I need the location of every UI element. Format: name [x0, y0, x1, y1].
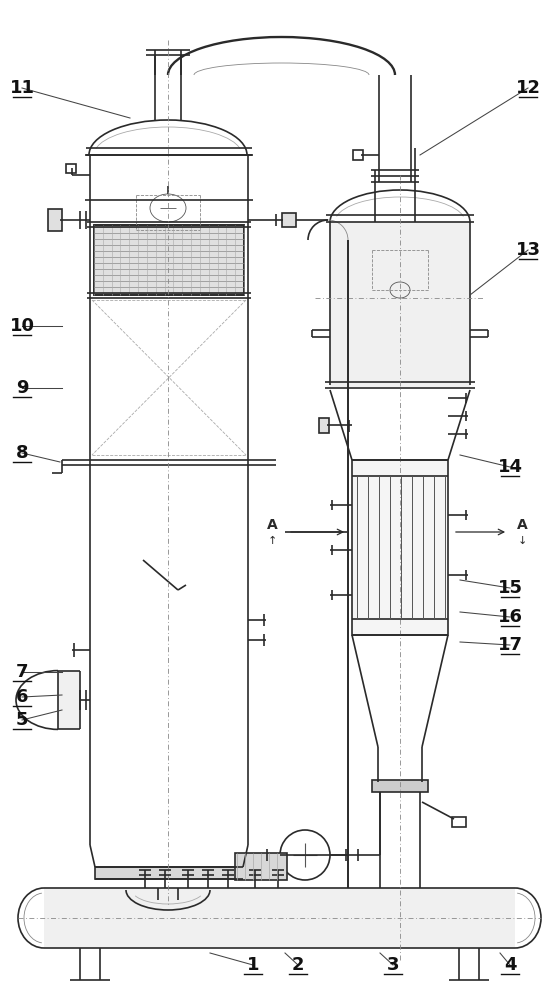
Bar	[282, 213, 296, 227]
Text: 2: 2	[292, 956, 304, 974]
Bar	[58, 671, 80, 729]
Text: 6: 6	[16, 688, 29, 706]
Bar	[66, 164, 76, 173]
Text: A: A	[267, 518, 277, 532]
Bar	[95, 867, 243, 879]
Text: 5: 5	[16, 711, 29, 729]
Bar	[94, 225, 244, 295]
Text: ↑: ↑	[267, 536, 277, 546]
Text: A: A	[517, 518, 527, 532]
Text: 15: 15	[498, 579, 523, 597]
Bar	[44, 888, 515, 948]
Text: 7: 7	[16, 663, 29, 681]
Text: 17: 17	[498, 636, 523, 654]
Text: 11: 11	[10, 79, 35, 97]
Bar	[352, 460, 448, 635]
Text: 4: 4	[504, 956, 517, 974]
Bar	[235, 853, 287, 880]
Text: 10: 10	[10, 317, 35, 335]
Text: 13: 13	[515, 241, 541, 259]
Bar	[48, 209, 62, 231]
Text: 14: 14	[498, 458, 523, 476]
Text: 3: 3	[387, 956, 399, 974]
Text: 1: 1	[247, 956, 259, 974]
Text: ↓: ↓	[517, 536, 527, 546]
Text: 9: 9	[16, 379, 29, 397]
Text: 12: 12	[515, 79, 541, 97]
Bar	[353, 150, 363, 160]
Text: 16: 16	[498, 608, 523, 626]
Bar	[319, 418, 329, 433]
Bar	[452, 817, 466, 827]
Bar	[330, 222, 470, 387]
Bar	[372, 780, 428, 792]
Bar	[94, 225, 244, 295]
Text: 8: 8	[16, 444, 29, 462]
